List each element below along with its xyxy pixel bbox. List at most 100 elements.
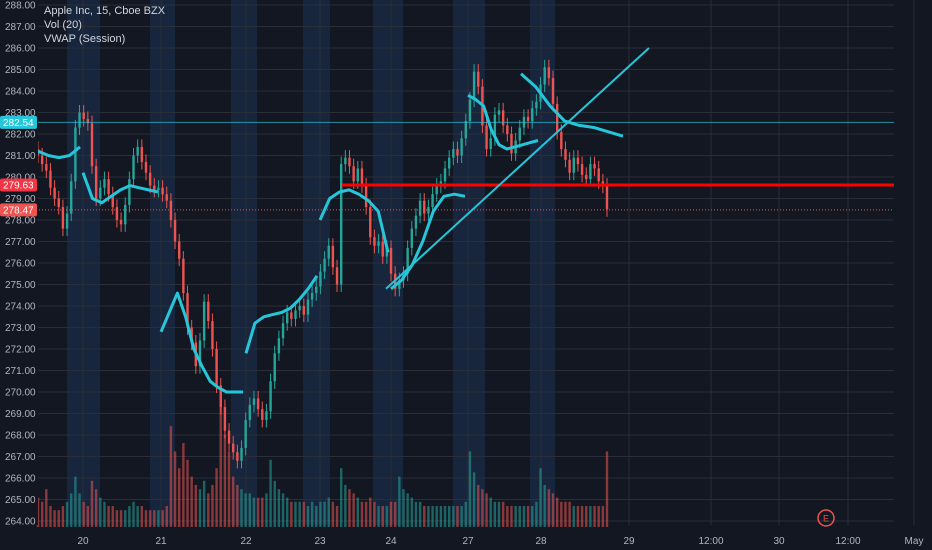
candle-body xyxy=(373,237,376,246)
candle-body xyxy=(423,200,426,214)
candle-body xyxy=(161,187,164,195)
time-tick-label: 30 xyxy=(773,536,785,547)
candle-body xyxy=(464,121,467,139)
volume-bar xyxy=(169,426,173,527)
volume-bar xyxy=(439,506,443,527)
price-tick-label: 283.00 xyxy=(5,108,36,119)
price-tick-label: 282.00 xyxy=(5,130,36,141)
volume-bar xyxy=(435,506,438,527)
candle-body xyxy=(153,185,156,190)
volume-bar xyxy=(290,501,293,527)
volume-bar xyxy=(468,451,472,527)
price-tick-label: 271.00 xyxy=(5,366,36,377)
volume-bar xyxy=(377,506,380,527)
candle-body xyxy=(477,71,480,87)
volume-bar xyxy=(423,506,426,527)
vwap-session-27 xyxy=(467,93,539,151)
volume-bar xyxy=(319,501,322,527)
volume-bar xyxy=(294,501,297,527)
volume-bar xyxy=(277,489,281,527)
volume-bar xyxy=(265,493,268,527)
chart-legend: Apple Inc, 15, Cboe BZX Vol (20) VWAP (S… xyxy=(44,4,165,46)
trendline[interactable] xyxy=(385,47,650,290)
volume-bar xyxy=(244,493,247,527)
volume-bar xyxy=(298,501,301,527)
volume-bar xyxy=(103,501,106,527)
candle-body xyxy=(447,157,451,169)
candle-body xyxy=(198,340,202,367)
volume-bar xyxy=(65,501,69,527)
candle-body xyxy=(290,312,293,319)
price-tick-label: 287.00 xyxy=(5,22,36,33)
volume-bar xyxy=(381,506,384,527)
vwap-session-28 xyxy=(520,72,624,138)
volume-bar xyxy=(256,497,260,527)
volume-indicator-label[interactable]: Vol (20) xyxy=(44,19,82,31)
volume-bar xyxy=(248,493,252,527)
candle-body xyxy=(306,299,310,315)
volume-bar xyxy=(539,468,542,527)
time-tick-label: 22 xyxy=(240,536,252,547)
candle-body xyxy=(148,172,152,186)
candle-body xyxy=(427,207,430,214)
candle-body xyxy=(219,385,222,408)
candle-body xyxy=(435,185,438,195)
volume-bar xyxy=(555,497,559,527)
volume-bar xyxy=(211,485,214,527)
candle-body xyxy=(560,131,563,150)
time-tick-label: 27 xyxy=(462,536,474,547)
price-tag xyxy=(0,178,37,192)
volume-bar xyxy=(227,451,231,527)
volume-bar xyxy=(522,506,526,527)
candle-body xyxy=(381,241,384,257)
candle-body xyxy=(94,166,98,199)
candle-body xyxy=(99,187,102,199)
price-axis[interactable]: 288.00287.00286.00285.00284.00283.00282.… xyxy=(0,0,38,528)
volume-bar xyxy=(547,489,551,527)
earnings-marker[interactable]: E xyxy=(817,509,835,527)
volume-bar xyxy=(86,506,90,527)
volume-bar xyxy=(40,501,44,527)
candle-body xyxy=(555,103,559,132)
volume-bar xyxy=(157,510,160,527)
candle-body xyxy=(86,118,90,124)
volume-bar xyxy=(94,489,98,527)
volume-bar xyxy=(136,506,139,527)
candle-body xyxy=(132,155,135,180)
candle-body xyxy=(352,166,355,182)
price-tick-label: 270.00 xyxy=(5,388,36,399)
vwap-indicator-label[interactable]: VWAP (Session) xyxy=(44,33,126,45)
volume-bar xyxy=(335,506,339,527)
candle-body xyxy=(256,398,260,410)
volume-bar xyxy=(111,506,114,527)
vwap-session-22 xyxy=(244,275,319,354)
candle-body xyxy=(232,443,235,453)
time-axis[interactable]: 20 21 22 23 24 27 28 29 12:00 30 12:00 May xyxy=(0,530,932,550)
volume-bar xyxy=(140,506,144,527)
candle-body xyxy=(107,179,110,195)
volume-bar xyxy=(144,510,148,527)
volume-bar xyxy=(207,493,210,527)
candle-body xyxy=(186,293,189,328)
volume-bar xyxy=(240,489,243,527)
candle-body xyxy=(551,78,555,104)
volume-bar xyxy=(344,485,347,527)
candle-body xyxy=(40,155,44,165)
volume-bar xyxy=(369,497,372,527)
volume-bar xyxy=(497,501,501,527)
symbol-title[interactable]: Apple Inc, 15, Cboe BZX xyxy=(44,5,166,17)
volume-bar xyxy=(161,510,164,527)
volume-bar xyxy=(219,401,222,527)
volume-bar xyxy=(460,506,463,527)
candle-body xyxy=(580,164,584,175)
candle-body xyxy=(568,159,571,173)
candle-body xyxy=(410,228,413,248)
candle-body xyxy=(547,67,551,79)
price-tag xyxy=(0,203,37,217)
volume-bar xyxy=(568,501,571,527)
candle-body xyxy=(601,181,605,186)
candle-body xyxy=(115,207,119,220)
candle-body xyxy=(501,110,505,126)
